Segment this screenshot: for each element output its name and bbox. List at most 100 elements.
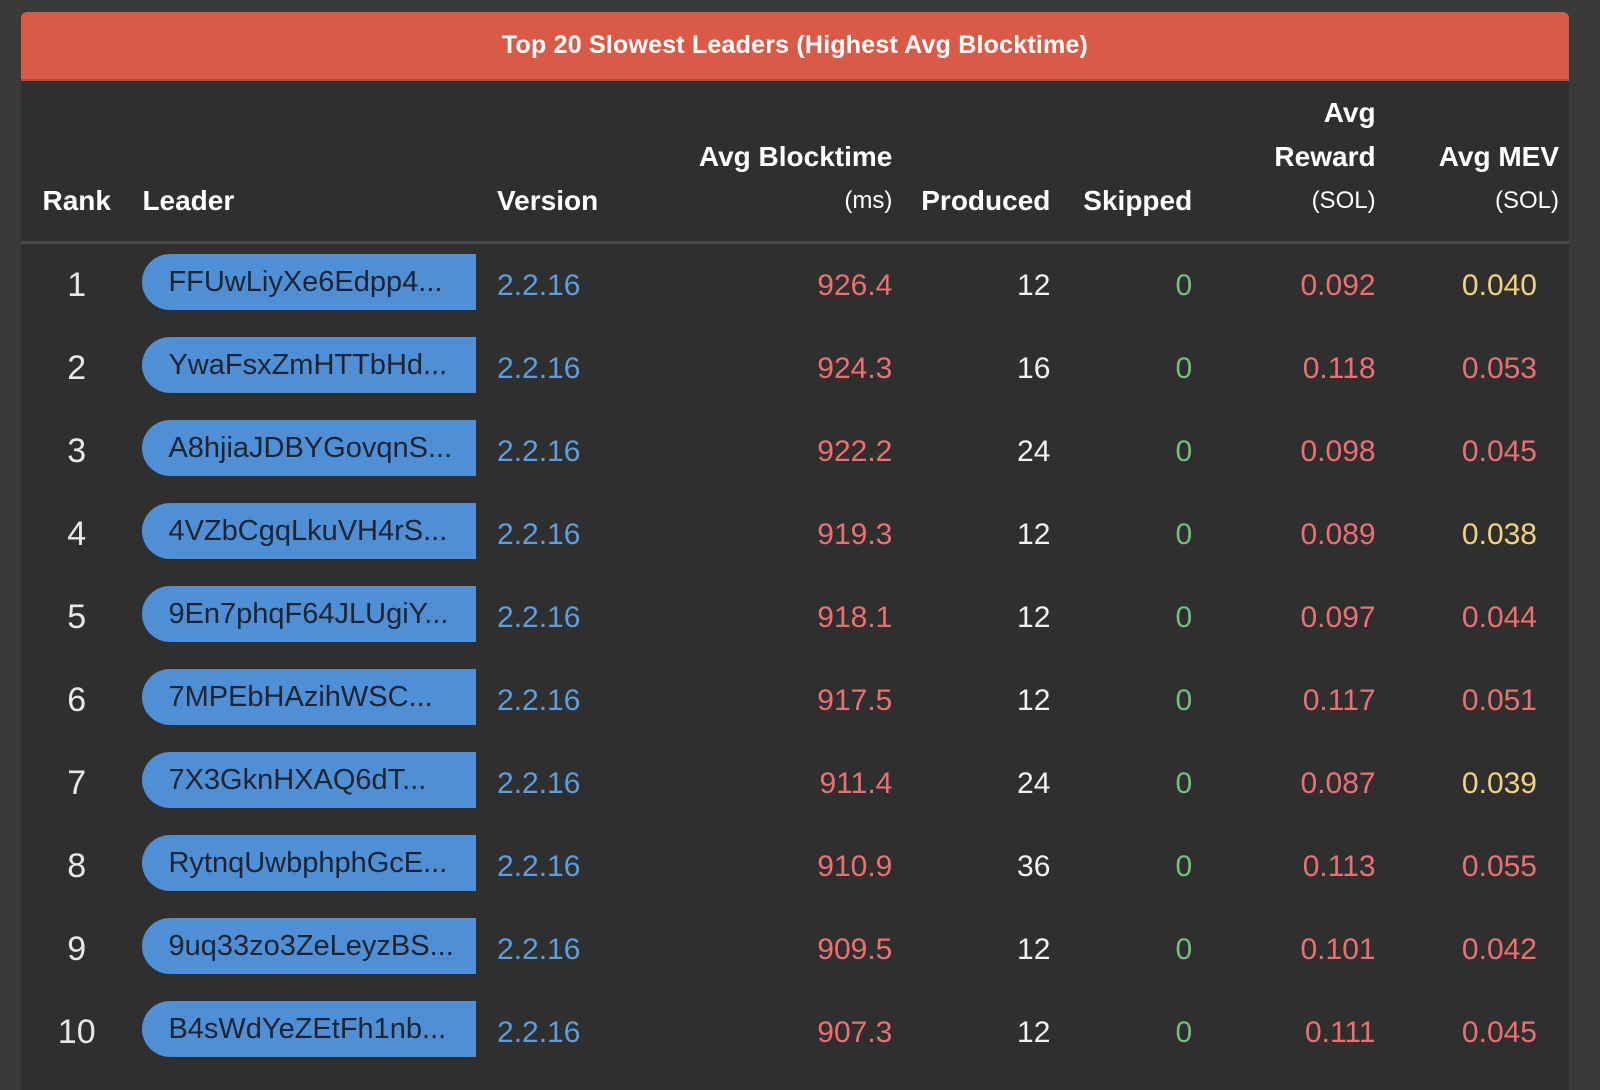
skipped-cell: 0 xyxy=(1175,683,1193,717)
skipped-cell: 0 xyxy=(1175,849,1193,883)
rank-cell: 10 xyxy=(57,1013,96,1051)
avg-mev-cell: 0.051 xyxy=(1461,683,1537,717)
leader-cell: 7MPEbHAzihWSC... xyxy=(132,659,487,742)
skipped-cell: 0 xyxy=(1175,600,1193,634)
skipped-cell: 0 xyxy=(1175,434,1193,468)
produced-cell: 12 xyxy=(1017,517,1051,551)
table-header-row: Rank Leader Version Avg Blocktime (ms) P… xyxy=(21,81,1569,244)
leader-link[interactable]: 9En7phqF64JLUgiY... xyxy=(142,585,477,642)
leader-link[interactable]: 9uq33zo3ZeLeyzBS... xyxy=(142,917,477,974)
table-row: 8 RytnqUwbphphGcE... 2.2.16 910.9 36 0 0.113 0.… xyxy=(21,825,1569,908)
avg-reward-cell: 0.101 xyxy=(1300,932,1376,966)
leader-cell: RytnqUwbphphGcE... xyxy=(132,825,487,908)
produced-cell: 12 xyxy=(1017,683,1051,717)
table-row: 1 FFUwLiyXe6Edpp4... 2.2.16 926.4 12 0 0.092 0.… xyxy=(21,243,1569,328)
avg-mev-cell: 0.055 xyxy=(1461,849,1537,883)
avg-mev-cell: 0.040 xyxy=(1461,268,1537,302)
produced-cell: 16 xyxy=(1017,351,1051,385)
header-produced[interactable]: Produced xyxy=(902,81,1061,244)
version-cell: 2.2.16 xyxy=(497,600,581,634)
leader-link[interactable]: YwaFsxZmHTTbHd... xyxy=(142,336,477,393)
leaders-panel: Top 20 Slowest Leaders (Highest Avg Bloc… xyxy=(21,12,1569,1090)
leader-cell: FFUwLiyXe6Edpp4... xyxy=(132,243,487,328)
skipped-cell: 0 xyxy=(1175,932,1193,966)
leader-cell: YwaFsxZmHTTbHd... xyxy=(132,327,487,410)
avg-reward-cell: 0.089 xyxy=(1300,517,1376,551)
version-cell: 2.2.16 xyxy=(497,268,581,302)
rank-cell: 2 xyxy=(67,349,87,387)
leader-link[interactable]: RytnqUwbphphGcE... xyxy=(142,834,477,891)
skipped-cell: 0 xyxy=(1175,766,1193,800)
rank-cell: 8 xyxy=(67,847,87,885)
produced-cell: 12 xyxy=(1017,932,1051,966)
leader-link[interactable]: FFUwLiyXe6Edpp4... xyxy=(142,253,477,310)
table-row: 5 9En7phqF64JLUgiY... 2.2.16 918.1 12 0 0.097 0… xyxy=(21,576,1569,659)
avg-blocktime-cell: 909.5 xyxy=(817,932,893,966)
avg-mev-cell: 0.044 xyxy=(1461,600,1537,634)
version-cell: 2.2.16 xyxy=(497,683,581,717)
produced-cell: 12 xyxy=(1017,1015,1051,1049)
avg-reward-cell: 0.113 xyxy=(1302,849,1376,883)
avg-blocktime-cell: 911.4 xyxy=(819,766,893,800)
leader-cell: 9uq33zo3ZeLeyzBS... xyxy=(132,908,487,991)
rank-cell: 6 xyxy=(67,681,87,719)
table-row: 10 B4sWdYeZEtFh1nb... 2.2.16 907.3 12 0 0.111 0… xyxy=(21,991,1569,1074)
table-body: 1 FFUwLiyXe6Edpp4... 2.2.16 926.4 12 0 0.092 0.… xyxy=(21,243,1569,1075)
leader-cell: 4VZbCgqLkuVH4rS... xyxy=(132,493,487,576)
skipped-cell: 0 xyxy=(1175,268,1193,302)
leader-cell: 9En7phqF64JLUgiY... xyxy=(132,576,487,659)
produced-cell: 12 xyxy=(1017,268,1051,302)
rank-cell: 7 xyxy=(67,764,87,802)
version-cell: 2.2.16 xyxy=(497,434,581,468)
leader-link[interactable]: 7MPEbHAzihWSC... xyxy=(142,668,477,725)
header-avg-reward[interactable]: Avg Reward (SOL) xyxy=(1202,81,1386,244)
header-avg-reward-unit: (SOL) xyxy=(1311,187,1376,214)
produced-cell: 12 xyxy=(1017,600,1051,634)
avg-mev-cell: 0.038 xyxy=(1461,517,1537,551)
header-avg-blocktime-label: Avg Blocktime xyxy=(698,141,893,172)
leader-link[interactable]: 7X3GknHXAQ6dT... xyxy=(142,751,477,808)
produced-cell: 36 xyxy=(1017,849,1051,883)
header-avg-blocktime[interactable]: Avg Blocktime (ms) xyxy=(669,81,903,244)
header-skipped[interactable]: Skipped xyxy=(1060,81,1203,244)
version-cell: 2.2.16 xyxy=(497,1015,581,1049)
avg-blocktime-cell: 922.2 xyxy=(817,434,893,468)
avg-mev-cell: 0.039 xyxy=(1461,766,1537,800)
leader-link[interactable]: A8hjiaJDBYGovqnS... xyxy=(142,419,477,476)
header-avg-reward-label-1: Avg xyxy=(1323,97,1376,128)
table-row: 6 7MPEbHAzihWSC... 2.2.16 917.5 12 0 0.117 0.05… xyxy=(21,659,1569,742)
avg-reward-cell: 0.098 xyxy=(1300,434,1376,468)
leader-cell: 7X3GknHXAQ6dT... xyxy=(132,742,487,825)
header-avg-mev-label: Avg MEV xyxy=(1438,141,1559,172)
avg-mev-cell: 0.042 xyxy=(1461,932,1537,966)
header-leader[interactable]: Leader xyxy=(132,81,488,244)
table-row: 3 A8hjiaJDBYGovqnS... 2.2.16 922.2 24 0 0.098 0… xyxy=(21,410,1569,493)
rank-cell: 1 xyxy=(67,266,87,304)
avg-reward-cell: 0.087 xyxy=(1300,766,1376,800)
avg-blocktime-cell: 917.5 xyxy=(817,683,893,717)
skipped-cell: 0 xyxy=(1175,1015,1193,1049)
avg-blocktime-cell: 910.9 xyxy=(817,849,893,883)
avg-reward-cell: 0.092 xyxy=(1300,268,1376,302)
table-row: 4 4VZbCgqLkuVH4rS... 2.2.16 919.3 12 0 0.089 0.… xyxy=(21,493,1569,576)
header-version[interactable]: Version xyxy=(487,81,670,244)
version-cell: 2.2.16 xyxy=(497,766,581,800)
leader-link[interactable]: B4sWdYeZEtFh1nb... xyxy=(142,1000,477,1057)
header-rank[interactable]: Rank xyxy=(21,81,133,244)
version-cell: 2.2.16 xyxy=(497,932,581,966)
avg-mev-cell: 0.053 xyxy=(1461,351,1537,385)
table-row: 2 YwaFsxZmHTTbHd... 2.2.16 924.3 16 0 0.118 0.0… xyxy=(21,327,1569,410)
avg-reward-cell: 0.111 xyxy=(1304,1015,1376,1049)
leaders-table: Rank Leader Version Avg Blocktime (ms) P… xyxy=(21,81,1569,1074)
skipped-cell: 0 xyxy=(1175,517,1193,551)
table-row: 7 7X3GknHXAQ6dT... 2.2.16 911.4 24 0 0.087 0.03… xyxy=(21,742,1569,825)
header-avg-mev[interactable]: Avg MEV (SOL) xyxy=(1385,81,1569,244)
header-avg-reward-label-2: Reward xyxy=(1274,141,1376,172)
leader-link[interactable]: 4VZbCgqLkuVH4rS... xyxy=(142,502,477,559)
header-avg-blocktime-unit: (ms) xyxy=(844,187,893,214)
version-cell: 2.2.16 xyxy=(497,351,581,385)
avg-blocktime-cell: 918.1 xyxy=(817,600,893,634)
produced-cell: 24 xyxy=(1017,434,1051,468)
avg-blocktime-cell: 926.4 xyxy=(817,268,893,302)
table-row: 9 9uq33zo3ZeLeyzBS... 2.2.16 909.5 12 0 0.101 0… xyxy=(21,908,1569,991)
